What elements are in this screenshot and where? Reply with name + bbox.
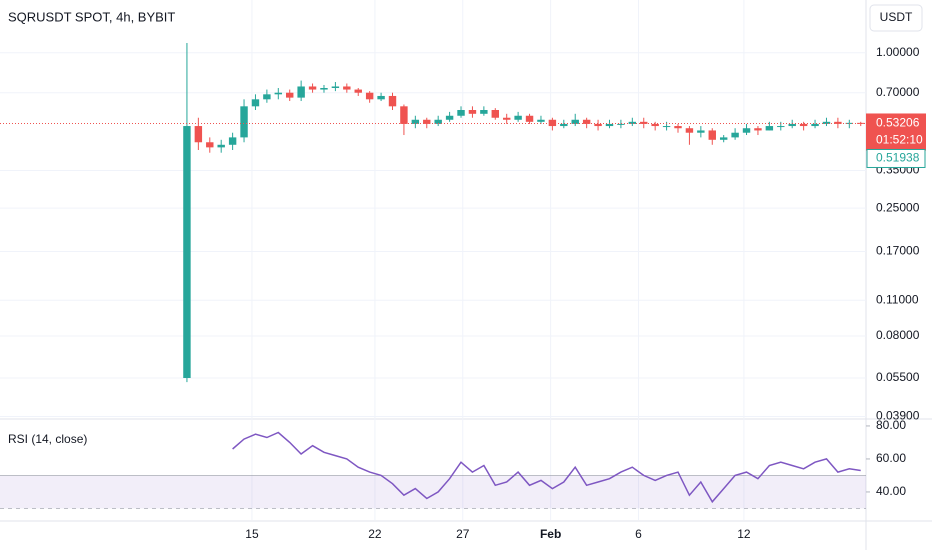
candle-body [857, 122, 865, 124]
candle-body [697, 130, 705, 133]
rsi-band [0, 475, 866, 509]
candle-body [537, 119, 545, 122]
last-price-label: 0.53206 [876, 116, 920, 130]
candle-body [388, 95, 397, 107]
candle-body [468, 110, 477, 114]
candle-body [651, 123, 659, 127]
last-price-box [866, 113, 926, 151]
y-tick-label: 0.25000 [876, 200, 920, 214]
candle-body [605, 123, 614, 127]
rsi-tick-label: 60.00 [876, 451, 906, 465]
candle-body [674, 126, 682, 129]
candle-body [194, 126, 203, 143]
countdown-label: 01:52:10 [876, 133, 923, 147]
candle-body [274, 92, 283, 95]
y-tick-label: 1.00000 [876, 45, 920, 59]
candle-body [365, 92, 374, 100]
currency-button[interactable] [869, 4, 923, 32]
candle-body [788, 123, 796, 127]
rsi-tick-label: 80.00 [876, 418, 906, 432]
candle-body [320, 88, 328, 90]
y-tick-label: 0.17000 [876, 244, 920, 258]
candle-body [662, 126, 671, 128]
candle-body [240, 106, 248, 138]
candle-body [777, 126, 785, 128]
candle-body [480, 110, 488, 114]
candle-body [331, 86, 340, 89]
candle-body [400, 106, 408, 124]
candle-body [617, 123, 625, 125]
candle-body [834, 121, 842, 124]
candle-body [548, 119, 557, 127]
candle-body [308, 86, 317, 90]
candle-body [742, 128, 751, 133]
candle-body [754, 128, 762, 131]
candle-body [217, 144, 225, 148]
candle-body [571, 119, 579, 124]
candle-body [799, 123, 808, 127]
candle-body [731, 132, 739, 138]
candle-body [251, 99, 260, 107]
candle-body [183, 126, 191, 378]
x-tick-label: 12 [737, 527, 751, 541]
x-tick-label: 6 [635, 527, 642, 541]
candle-body [423, 119, 431, 124]
candle-body [343, 86, 351, 90]
candle-body [228, 137, 237, 145]
x-tick-label: Feb [540, 527, 561, 541]
y-tick-label: 0.03900 [876, 409, 920, 423]
candle-body [560, 123, 568, 127]
candle-body [502, 117, 511, 120]
x-tick-label: 15 [245, 527, 259, 541]
candle-body [377, 95, 385, 100]
indicator-title: RSI (14, close) [8, 432, 87, 446]
candle-body [719, 137, 728, 140]
candle-body [594, 123, 602, 127]
candle-body [525, 115, 534, 122]
rsi-line [232, 431, 861, 504]
candle-body [457, 110, 465, 116]
candle-body [582, 119, 591, 124]
x-tick-label: 27 [456, 527, 470, 541]
y-tick-label: 0.08000 [876, 328, 920, 342]
candle-body [514, 115, 522, 120]
bid-price-label: 0.51938 [876, 151, 920, 165]
candle-body [822, 121, 831, 124]
candle-body [354, 89, 362, 93]
candle-body [434, 119, 442, 124]
x-tick-label: 22 [368, 527, 382, 541]
candle-body [411, 119, 420, 124]
rsi-tick-label: 40.00 [876, 484, 906, 498]
candle-body [286, 92, 294, 98]
candle-body [628, 121, 637, 124]
chart-title: SQRUSDT SPOT, 4h, BYBIT [8, 9, 175, 24]
candle-body [765, 126, 774, 131]
candle-body [445, 115, 454, 120]
candle-body [640, 121, 648, 124]
bid-price-box [866, 148, 926, 168]
candle-body [685, 128, 694, 133]
currency-label[interactable]: USDT [880, 10, 913, 24]
y-tick-label: 0.05500 [876, 370, 920, 384]
candle-body [708, 130, 716, 140]
y-tick-label: 0.70000 [876, 85, 920, 99]
candle-body [491, 110, 499, 118]
candle-body [263, 94, 271, 100]
candle-body [206, 142, 214, 148]
candle-body [811, 123, 819, 127]
y-tick-label: 0.11000 [876, 292, 919, 306]
candle-body [297, 86, 305, 98]
